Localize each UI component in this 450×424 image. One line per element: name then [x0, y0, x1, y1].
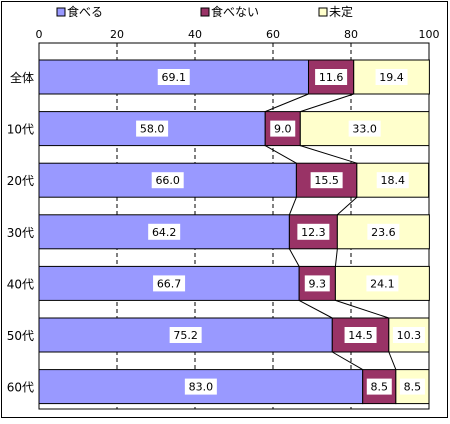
data-label-bg	[315, 69, 348, 85]
data-label-bg	[344, 327, 377, 343]
data-label-bg	[297, 223, 330, 240]
data-label: 10.3	[397, 329, 422, 342]
data-label: 18.4	[380, 174, 405, 187]
series-line	[264, 145, 297, 164]
series-line	[337, 196, 358, 216]
category-label: 50代	[7, 329, 34, 343]
data-label: 23.6	[371, 226, 396, 239]
series-line	[288, 248, 300, 267]
data-label: 8.5	[371, 381, 389, 394]
data-label-bg	[151, 172, 184, 189]
data-label-bg	[157, 69, 190, 85]
category-label: 全体	[10, 70, 34, 85]
data-label: 64.2	[152, 226, 177, 239]
data-label-bg	[184, 378, 217, 395]
data-label: 9.0	[274, 123, 292, 136]
category-label: 10代	[7, 123, 34, 137]
category-label: 20代	[7, 174, 34, 188]
x-tick-label-80: 80	[344, 28, 358, 41]
data-label: 14.5	[348, 329, 373, 342]
series-line	[334, 248, 338, 267]
data-label-bg	[270, 120, 296, 137]
legend-swatch-1	[56, 7, 66, 17]
data-label-bg	[348, 120, 381, 137]
data-label: 24.1	[370, 277, 395, 290]
data-label: 69.1	[161, 71, 186, 84]
data-label: 58.0	[140, 123, 165, 136]
x-tick-label-0: 0	[36, 28, 43, 41]
category-label: 30代	[7, 226, 34, 240]
series-line	[265, 93, 309, 113]
data-label-bg	[399, 378, 425, 395]
x-tick-label-60: 60	[266, 28, 280, 41]
series-line	[335, 299, 389, 319]
data-label: 66.7	[157, 277, 182, 290]
data-label: 12.3	[301, 226, 326, 239]
data-label: 33.0	[352, 123, 377, 136]
legend-label-2: 食べない	[211, 4, 259, 19]
legend-label-1: 食べる	[67, 4, 103, 19]
data-label: 15.5	[314, 174, 339, 187]
series-line	[298, 299, 333, 319]
data-label-bg	[375, 69, 408, 85]
x-tick-label-20: 20	[110, 28, 124, 41]
data-label-bg	[310, 172, 343, 189]
data-label: 8.5	[404, 381, 422, 394]
legend-label-3: 未定	[329, 4, 353, 19]
data-label-bg	[148, 223, 181, 240]
series-line	[300, 145, 357, 164]
data-label-bg	[366, 275, 399, 292]
data-label-bg	[169, 327, 202, 343]
x-tick-label-100: 100	[419, 28, 440, 41]
series-line	[300, 93, 354, 113]
data-label-bg	[136, 120, 169, 137]
data-label: 66.0	[155, 174, 180, 187]
bar-2	[331, 317, 390, 353]
data-label-bg	[366, 378, 392, 395]
category-label: 60代	[7, 381, 34, 395]
data-label-bg	[376, 172, 409, 189]
data-label-bg	[392, 327, 425, 343]
series-line	[388, 351, 397, 370]
data-label: 9.3	[309, 277, 327, 290]
x-tick-label-40: 40	[188, 28, 202, 41]
legend-swatch-3	[318, 7, 328, 17]
series-line	[288, 197, 297, 215]
legend-swatch-2	[200, 7, 210, 17]
data-label: 83.0	[189, 381, 214, 394]
data-label: 11.6	[319, 71, 344, 84]
data-label-bg	[304, 275, 330, 292]
data-label: 75.2	[173, 329, 198, 342]
category-label: 40代	[7, 277, 34, 291]
data-label-bg	[367, 223, 400, 240]
data-label-bg	[153, 275, 186, 292]
data-label: 19.4	[379, 71, 404, 84]
series-line	[332, 351, 363, 371]
